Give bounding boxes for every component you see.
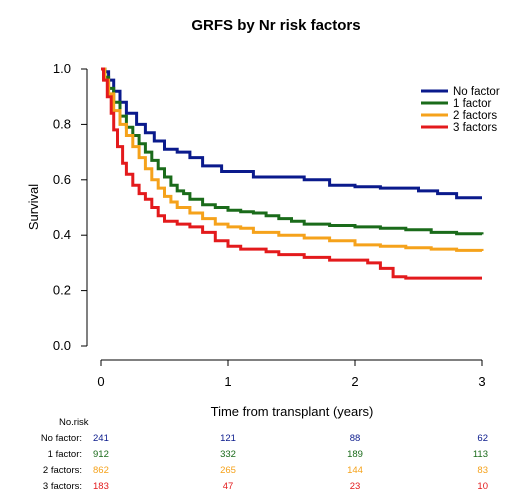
risk-count: 265 [220, 465, 236, 476]
legend-label: 1 factor [453, 98, 492, 110]
x-tick-label: 1 [224, 374, 231, 389]
risk-count: 88 [350, 433, 361, 444]
x-tick-label: 3 [478, 374, 485, 389]
risk-row-label: 3 factors: [43, 481, 82, 492]
y-tick-label: 0.4 [53, 227, 71, 242]
y-axis-ticks: 0.0 0.2 0.4 0.6 0.8 1.0 [53, 61, 87, 353]
legend-label: 2 factors [453, 110, 497, 122]
y-tick-label: 0.0 [53, 338, 71, 353]
x-axis-ticks: 0 1 2 3 [97, 360, 486, 389]
series-line-4 [101, 67, 482, 280]
x-axis-label: Time from transplant (years) [211, 404, 374, 419]
y-tick-label: 0.8 [53, 116, 71, 131]
x-tick-label: 0 [97, 374, 104, 389]
risk-row-label: No factor: [41, 433, 82, 444]
risk-table: No.risk No factor: 241 121 88 62 1 factor: 912… [41, 417, 488, 492]
risk-count: 113 [473, 449, 488, 460]
risk-count: 23 [350, 481, 361, 492]
risk-count: 183 [93, 481, 109, 492]
risk-count: 62 [477, 433, 488, 444]
risk-row-label: 1 factor: [48, 449, 82, 460]
series-line-1 [101, 67, 482, 200]
risk-count: 332 [220, 449, 236, 460]
chart-title: GRFS by Nr risk factors [191, 17, 360, 34]
risk-count: 83 [477, 465, 488, 476]
risk-count: 47 [223, 481, 234, 492]
risk-count: 862 [93, 465, 109, 476]
y-tick-label: 0.2 [53, 283, 71, 298]
risk-count: 912 [93, 449, 109, 460]
risk-count: 10 [477, 481, 488, 492]
legend-label: No factor [453, 86, 500, 98]
risk-count: 144 [347, 465, 363, 476]
risk-count: 121 [220, 433, 236, 444]
x-tick-label: 2 [351, 374, 358, 389]
y-axis-label: Survival [26, 184, 41, 230]
legend-label: 3 factors [453, 122, 497, 134]
risk-count: 189 [347, 449, 363, 460]
y-tick-label: 0.6 [53, 172, 71, 187]
series-lines [101, 67, 484, 280]
y-tick-label: 1.0 [53, 61, 71, 76]
series-line-2 [101, 67, 484, 236]
risk-row-label: 2 factors: [43, 465, 82, 476]
risk-count: 241 [93, 433, 109, 444]
risk-table-header: No.risk [59, 417, 89, 428]
series-line-3 [101, 67, 484, 252]
